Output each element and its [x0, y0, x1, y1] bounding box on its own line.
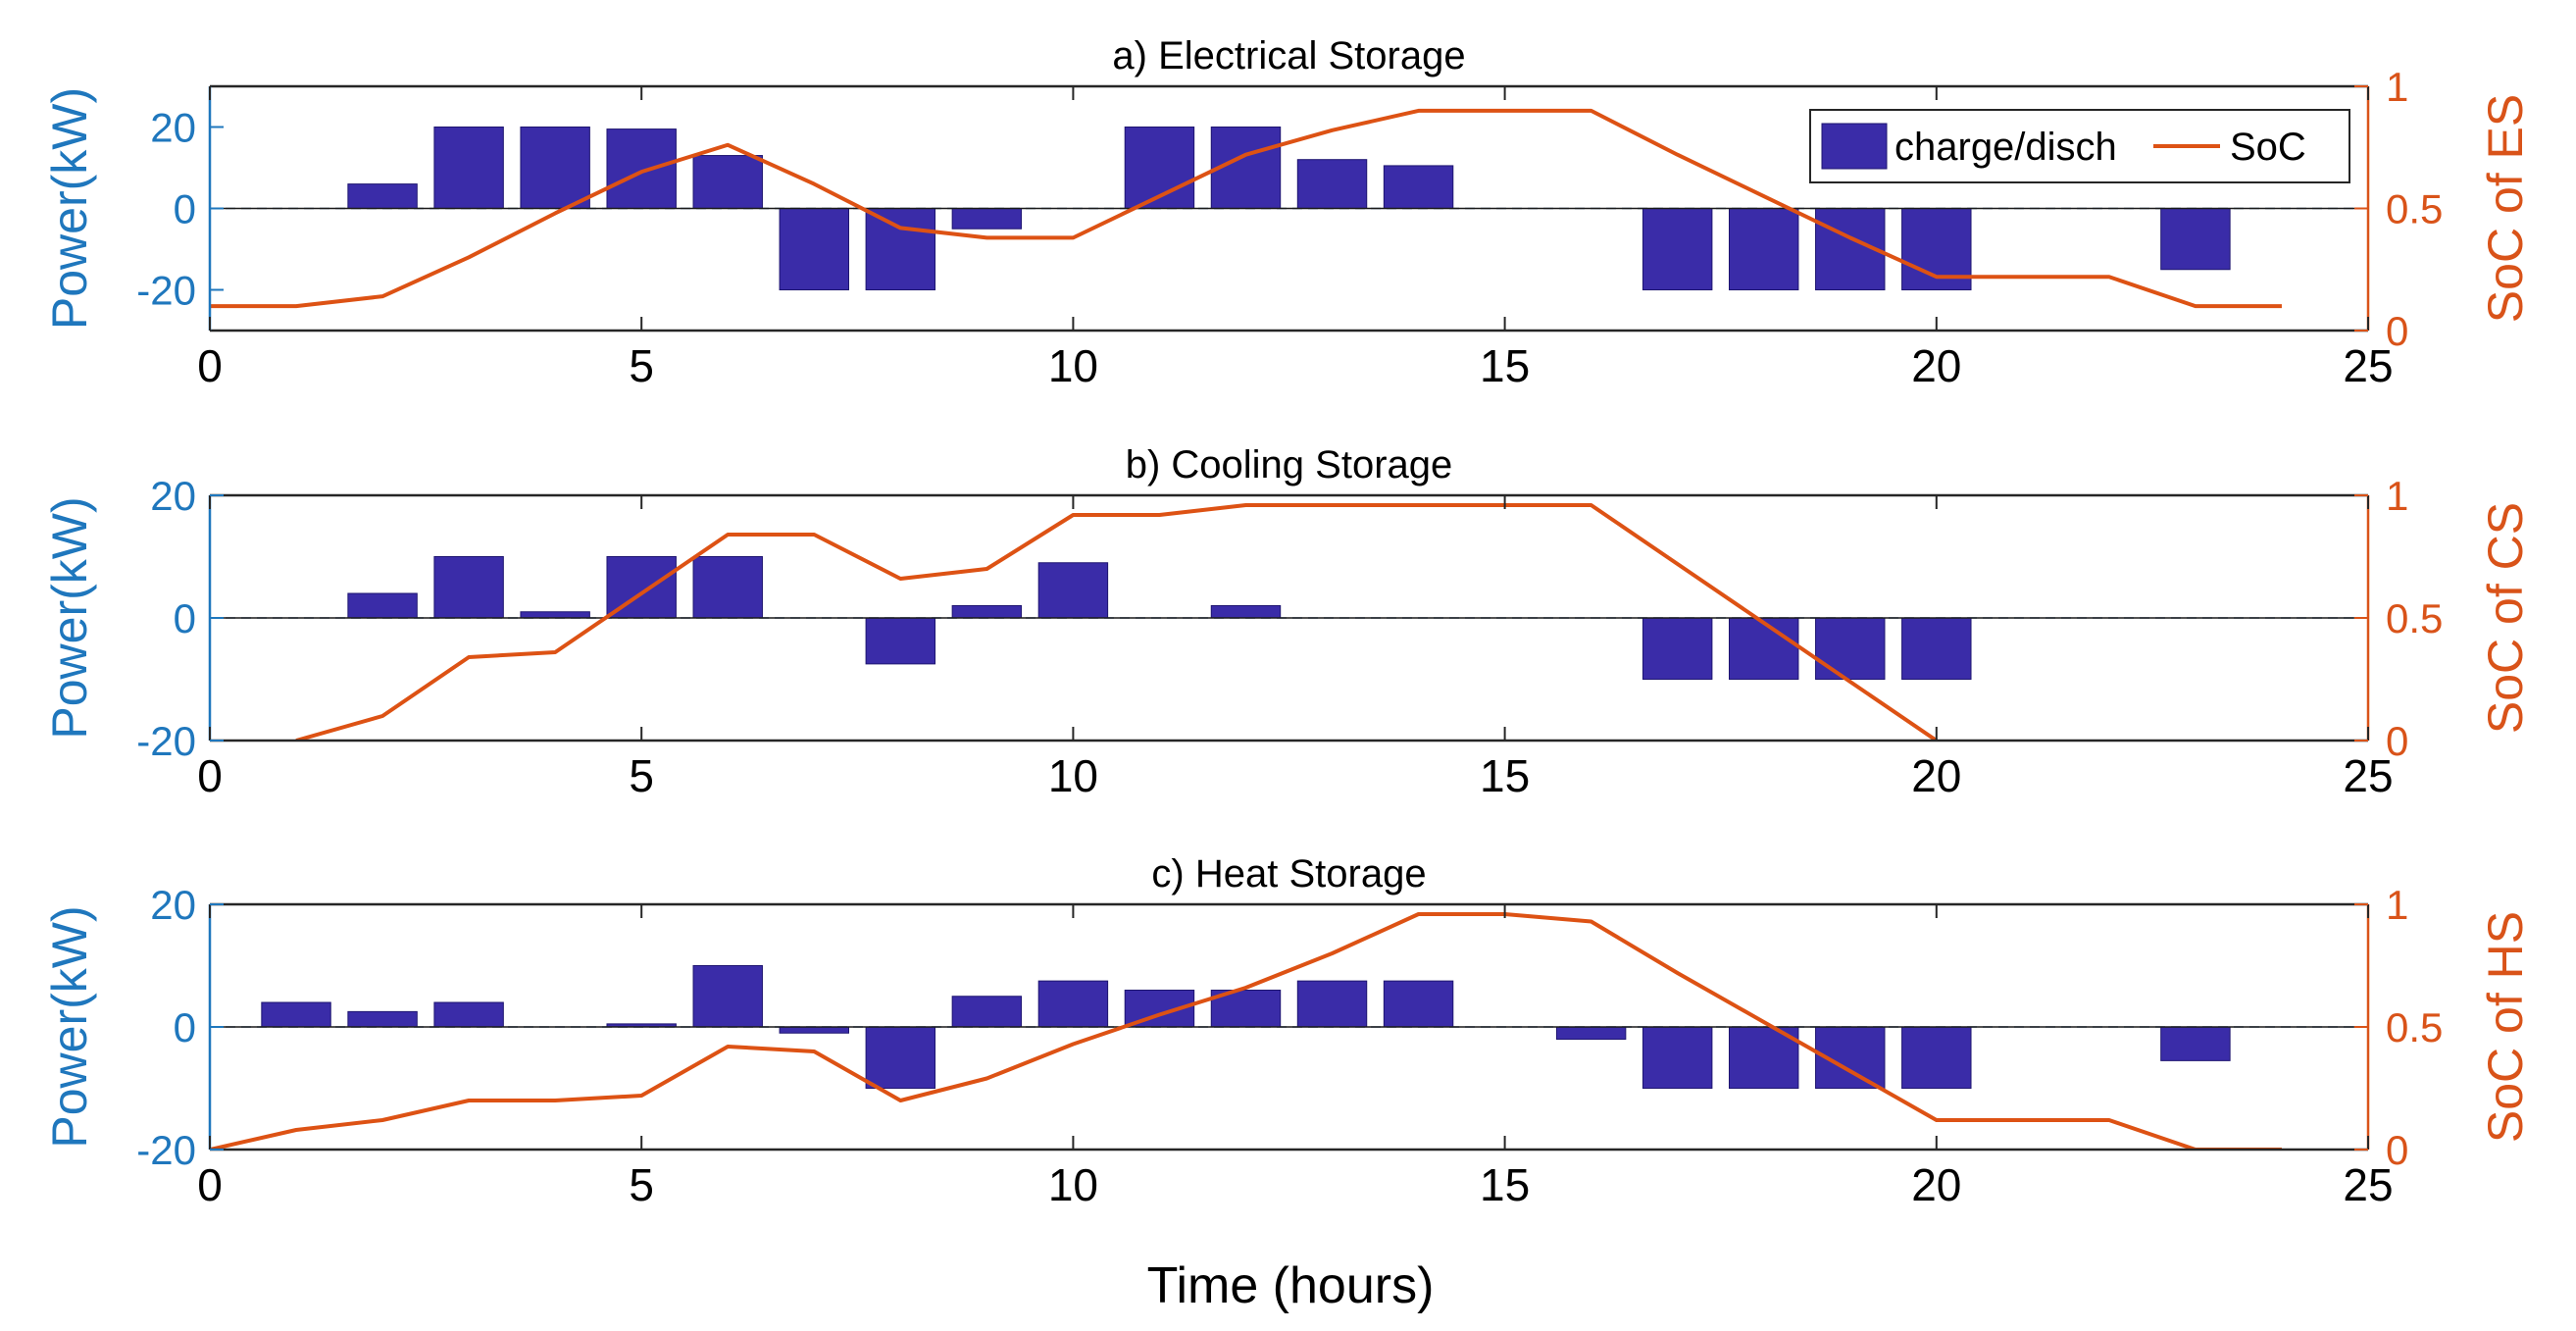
panel-title: b) Cooling Storage	[1126, 443, 1453, 486]
y2-axis-label: SoC of HS	[2478, 911, 2533, 1143]
panel-title: c) Heat Storage	[1151, 852, 1426, 896]
soc-line	[295, 503, 1938, 741]
x-tick-label: 15	[1480, 1159, 1530, 1210]
bar	[1037, 562, 1109, 619]
bar	[606, 128, 677, 209]
bar	[433, 127, 504, 209]
y-axis-label: Power(kW)	[42, 496, 97, 739]
legend-box	[1809, 109, 2350, 183]
legend-line-label: SoC	[2230, 126, 2306, 169]
x-tick-label: 20	[1911, 1159, 1961, 1210]
x-tick-label: 5	[629, 750, 654, 801]
bar	[865, 617, 936, 665]
x-tick-label: 0	[197, 340, 223, 391]
bar	[520, 127, 590, 209]
x-tick-label: 20	[1911, 750, 1961, 801]
bar	[261, 1001, 331, 1028]
panel-title: a) Electrical Storage	[1112, 34, 1465, 77]
soc-line	[210, 912, 2282, 1150]
x-tick-label: 10	[1048, 340, 1098, 391]
bar	[1296, 980, 1368, 1028]
bar	[2160, 208, 2231, 271]
x-tick-label: 15	[1480, 750, 1530, 801]
y2-tick-label: 1	[2386, 882, 2408, 928]
bar	[520, 611, 590, 619]
x-tick-label: 5	[629, 1159, 654, 1210]
legend-bar-label: charge/disch	[1894, 126, 2117, 169]
bar	[1383, 165, 1454, 210]
x-tick-label: 25	[2343, 750, 2393, 801]
legend: charge/disch SoC	[1809, 109, 2350, 183]
bar	[1901, 1026, 1972, 1089]
y-tick-label: -20	[136, 1127, 196, 1173]
bar	[1729, 208, 1799, 290]
bar	[1555, 1026, 1627, 1040]
y2-tick-label: 0	[2386, 1127, 2408, 1173]
bar	[2160, 1026, 2231, 1061]
y-tick-label: 0	[174, 1004, 196, 1050]
legend-bar-swatch	[1821, 123, 1888, 170]
bar	[692, 155, 763, 210]
y-tick-label: 0	[174, 186, 196, 232]
y2-axis-label: SoC of CS	[2478, 502, 2533, 734]
bar	[1642, 617, 1713, 680]
y2-tick-label: 0.5	[2386, 1004, 2443, 1050]
y2-axis-label: SoC of ES	[2478, 94, 2533, 323]
x-tick-label: 25	[2343, 340, 2393, 391]
bar	[692, 556, 763, 619]
bar	[433, 556, 504, 619]
y2-tick-label: 0.5	[2386, 186, 2443, 232]
y-axis-label: Power(kW)	[42, 905, 97, 1148]
y-axis-label: Power(kW)	[42, 87, 97, 330]
bar	[779, 1026, 849, 1034]
bar	[347, 1010, 418, 1028]
bar	[1296, 159, 1368, 209]
bar	[779, 208, 849, 290]
bar	[692, 965, 763, 1028]
x-tick-label: 25	[2343, 1159, 2393, 1210]
y2-tick-label: 1	[2386, 64, 2408, 110]
y-tick-label: -20	[136, 268, 196, 314]
x-tick-label: 0	[197, 750, 223, 801]
bar	[347, 592, 418, 619]
bar	[433, 1001, 504, 1028]
bar	[1383, 980, 1454, 1028]
bar	[951, 996, 1023, 1028]
bar	[347, 183, 418, 210]
x-tick-label: 15	[1480, 340, 1530, 391]
x-tick-label: 10	[1048, 750, 1098, 801]
y2-tick-label: 0	[2386, 718, 2408, 764]
bar	[865, 208, 936, 290]
bar	[865, 1026, 936, 1089]
x-axis-label: Time (hours)	[1147, 1257, 1435, 1314]
x-tick-label: 5	[629, 340, 654, 391]
y-tick-label: -20	[136, 718, 196, 764]
bar	[1037, 980, 1109, 1028]
bar	[1210, 605, 1282, 619]
bar	[1815, 617, 1886, 680]
y-tick-label: 20	[150, 882, 196, 928]
y2-tick-label: 0	[2386, 308, 2408, 354]
bar	[1729, 617, 1799, 680]
bar	[1642, 208, 1713, 290]
y-tick-label: 0	[174, 595, 196, 641]
y2-tick-label: 1	[2386, 473, 2408, 519]
x-tick-label: 10	[1048, 1159, 1098, 1210]
bar	[951, 208, 1023, 230]
x-tick-label: 20	[1911, 340, 1961, 391]
y-tick-label: 20	[150, 473, 196, 519]
bar	[1901, 617, 1972, 680]
bar	[1642, 1026, 1713, 1089]
y-tick-label: 20	[150, 105, 196, 151]
y2-tick-label: 0.5	[2386, 595, 2443, 641]
x-tick-label: 0	[197, 1159, 223, 1210]
bar	[951, 605, 1023, 619]
soc-line	[210, 108, 2282, 309]
